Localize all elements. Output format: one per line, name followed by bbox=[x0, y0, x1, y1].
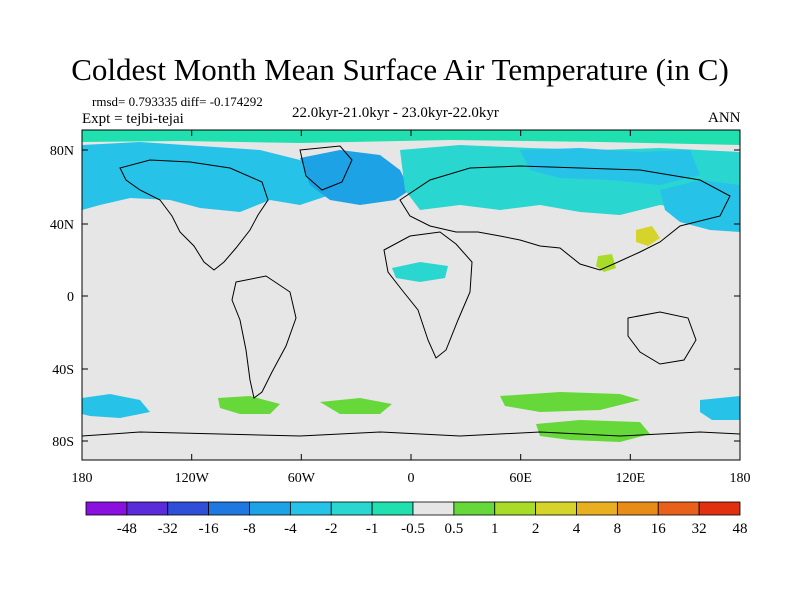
colorbar-swatch bbox=[85, 501, 128, 516]
anomaly-region-antarctica-warm bbox=[536, 420, 650, 442]
coastline-eurasia bbox=[399, 165, 731, 271]
colorbar-swatch bbox=[412, 501, 455, 516]
colorbar-swatch bbox=[330, 501, 373, 516]
lat-tick-label: 0 bbox=[67, 290, 74, 305]
colorbar-label: -8 bbox=[243, 521, 256, 537]
colorbar-label: 1 bbox=[491, 521, 499, 537]
coastline-antarctica bbox=[82, 431, 740, 437]
lon-tick-label: 180 bbox=[72, 471, 93, 486]
colorbar-label: -0.5 bbox=[401, 521, 425, 537]
colorbar-swatch bbox=[208, 501, 250, 516]
map-title: Coldest Month Mean Surface Air Temperatu… bbox=[71, 52, 729, 87]
colorbar-swatch bbox=[371, 501, 414, 516]
colorbar-swatch bbox=[126, 501, 169, 516]
lon-tick-label: 180 bbox=[730, 471, 751, 486]
colorbar-label: 32 bbox=[692, 521, 707, 537]
anomaly-region-arctic-cap bbox=[82, 130, 740, 145]
colorbar-label: -2 bbox=[325, 521, 338, 537]
coastline-south-america bbox=[231, 275, 297, 399]
anomaly-region-sahara bbox=[392, 262, 448, 282]
anomaly-region-southern-ocean-warm-2 bbox=[320, 398, 392, 414]
lon-tick-label: 120W bbox=[175, 471, 210, 486]
colorbar-swatch bbox=[576, 501, 618, 516]
lat-tick-label: 80S bbox=[52, 435, 74, 450]
colorbar-swatch bbox=[535, 501, 577, 516]
colorbar-label: 16 bbox=[651, 521, 667, 537]
colorbar-label: 2 bbox=[532, 521, 540, 537]
anomaly-region-greenland-atlantic bbox=[300, 150, 410, 205]
anomaly-region-southern-ocean-warm-3 bbox=[500, 392, 640, 412]
colorbar-swatch bbox=[167, 501, 210, 516]
colorbar-swatch bbox=[289, 501, 332, 516]
colorbar-swatch bbox=[616, 501, 659, 516]
anomaly-region-siberia bbox=[520, 148, 700, 185]
anomaly-region-indochina bbox=[596, 254, 616, 272]
colorbar-label: -16 bbox=[199, 521, 219, 537]
anomaly-region-east-asia-warm bbox=[636, 226, 660, 246]
colorbar: -48 -32 -16 -8 -4 -2 -1 -0.5 0.5 1 2 4 8 16 32 48 bbox=[85, 501, 748, 537]
lat-tick-label: 80N bbox=[50, 144, 74, 159]
coastlines bbox=[82, 145, 740, 437]
anomaly-region-southern-ocean-warm-1 bbox=[218, 396, 280, 414]
lat-tick-label: 40S bbox=[52, 363, 74, 378]
anomaly-region-southern-ocean-west bbox=[82, 394, 150, 418]
rmsd-diff-stats: rmsd= 0.793335 diff= -0.174292 bbox=[92, 94, 263, 109]
colorbar-swatch bbox=[249, 501, 291, 516]
colorbar-label: -1 bbox=[366, 521, 379, 537]
coastline-north-america bbox=[119, 159, 269, 271]
colorbar-swatch bbox=[453, 501, 496, 516]
coastline-australia bbox=[627, 311, 697, 365]
lon-tick-label: 60E bbox=[509, 471, 532, 486]
anomaly-region-pacific-north bbox=[660, 180, 740, 232]
colorbar-label: 0.5 bbox=[445, 521, 464, 537]
colorbar-label: 4 bbox=[573, 521, 581, 537]
coastline-africa-eurasia bbox=[383, 231, 473, 359]
lat-tick-label: 40N bbox=[50, 218, 74, 233]
season-label: ANN bbox=[708, 110, 741, 126]
colorbar-label: -48 bbox=[117, 521, 137, 537]
temperature-anomaly-field bbox=[82, 130, 740, 442]
colorbar-label: -32 bbox=[158, 521, 178, 537]
axis-ticks: 80N 40N 0 40S 80S 180 120W 60W 0 60E 120E 180 bbox=[50, 130, 751, 486]
colorbar-label: -4 bbox=[284, 521, 297, 537]
colorbar-label: 48 bbox=[733, 521, 748, 537]
colorbar-swatch bbox=[494, 501, 537, 516]
lon-tick-label: 0 bbox=[408, 471, 415, 486]
anomaly-region-southern-ocean-east bbox=[700, 396, 740, 420]
anomaly-region-north-america bbox=[82, 142, 330, 212]
colorbar-swatch bbox=[698, 501, 741, 516]
experiment-label: Expt = tejbi-tejai bbox=[82, 111, 184, 127]
coastline-greenland bbox=[299, 145, 353, 191]
lon-tick-label: 60W bbox=[288, 471, 316, 486]
lon-tick-label: 120E bbox=[616, 471, 646, 486]
colorbar-swatch bbox=[657, 501, 700, 516]
colorbar-label: 8 bbox=[614, 521, 622, 537]
period-label: 22.0kyr-21.0kyr - 23.0kyr-22.0kyr bbox=[292, 105, 499, 121]
